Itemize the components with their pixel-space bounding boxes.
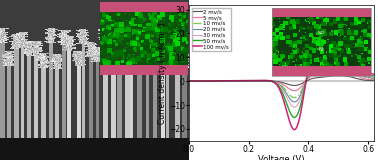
50 mv/s — [299, 100, 304, 102]
Line: 2 mv/s: 2 mv/s — [189, 76, 374, 85]
Legend: 2 mv/s, 5 mv/s, 10 mv/s, 20 mv/s, 30 mv/s, 50 mv/s, 100 mv/s: 2 mv/s, 5 mv/s, 10 mv/s, 20 mv/s, 30 mv/… — [192, 8, 231, 51]
Line: 20 mv/s: 20 mv/s — [189, 54, 374, 102]
100 mv/s — [372, 73, 376, 75]
10 mv/s — [327, 61, 332, 63]
20 mv/s — [372, 77, 376, 79]
2 mv/s — [187, 80, 191, 82]
20 mv/s — [198, 80, 203, 82]
10 mv/s — [294, 96, 299, 98]
5 mv/s — [294, 89, 299, 91]
20 mv/s — [299, 92, 304, 93]
100 mv/s — [294, 126, 299, 128]
30 mv/s — [187, 80, 191, 82]
30 mv/s — [305, 76, 310, 78]
100 mv/s — [305, 73, 310, 75]
50 mv/s — [187, 80, 191, 82]
20 mv/s — [187, 80, 191, 82]
5 mv/s — [327, 69, 332, 71]
2 mv/s — [305, 80, 310, 81]
100 mv/s — [198, 80, 203, 82]
Line: 50 mv/s: 50 mv/s — [189, 34, 374, 117]
30 mv/s — [292, 106, 297, 108]
100 mv/s — [336, 17, 341, 19]
10 mv/s — [187, 80, 191, 82]
30 mv/s — [198, 80, 203, 82]
50 mv/s — [292, 116, 297, 118]
50 mv/s — [327, 39, 332, 40]
10 mv/s — [347, 63, 351, 65]
20 mv/s — [305, 77, 310, 79]
10 mv/s — [305, 78, 310, 80]
Line: 30 mv/s: 30 mv/s — [189, 47, 374, 107]
2 mv/s — [292, 84, 297, 86]
2 mv/s — [294, 84, 299, 86]
50 mv/s — [372, 75, 376, 77]
100 mv/s — [347, 29, 351, 31]
100 mv/s — [187, 80, 191, 82]
10 mv/s — [336, 59, 341, 61]
30 mv/s — [294, 105, 299, 107]
2 mv/s — [372, 80, 376, 81]
100 mv/s — [327, 25, 332, 27]
2 mv/s — [336, 75, 341, 76]
2 mv/s — [327, 75, 332, 77]
2 mv/s — [198, 80, 203, 82]
5 mv/s — [187, 80, 191, 82]
20 mv/s — [336, 53, 341, 55]
50 mv/s — [305, 75, 310, 77]
50 mv/s — [347, 42, 351, 44]
5 mv/s — [305, 79, 310, 81]
5 mv/s — [299, 85, 304, 87]
100 mv/s — [299, 107, 304, 108]
2 mv/s — [299, 83, 304, 84]
10 mv/s — [198, 80, 203, 82]
50 mv/s — [198, 80, 203, 82]
20 mv/s — [292, 101, 297, 103]
100 mv/s — [292, 129, 297, 131]
10 mv/s — [292, 97, 297, 99]
30 mv/s — [347, 53, 351, 55]
Line: 10 mv/s: 10 mv/s — [189, 60, 374, 98]
Line: 5 mv/s: 5 mv/s — [189, 69, 374, 91]
5 mv/s — [347, 70, 351, 72]
30 mv/s — [327, 51, 332, 52]
20 mv/s — [347, 58, 351, 60]
10 mv/s — [299, 89, 304, 91]
30 mv/s — [372, 77, 376, 79]
20 mv/s — [294, 100, 299, 102]
Y-axis label: Current density ( mAcm⁻²): Current density ( mAcm⁻²) — [158, 22, 167, 124]
50 mv/s — [336, 33, 341, 35]
5 mv/s — [292, 90, 297, 92]
20 mv/s — [327, 56, 332, 58]
X-axis label: Voltage (V): Voltage (V) — [258, 155, 305, 160]
10 mv/s — [372, 78, 376, 80]
5 mv/s — [372, 79, 376, 81]
30 mv/s — [336, 46, 341, 48]
2 mv/s — [347, 76, 351, 78]
Line: 100 mv/s: 100 mv/s — [189, 18, 374, 130]
50 mv/s — [294, 115, 299, 116]
5 mv/s — [336, 68, 341, 70]
5 mv/s — [198, 80, 203, 82]
30 mv/s — [299, 94, 304, 96]
